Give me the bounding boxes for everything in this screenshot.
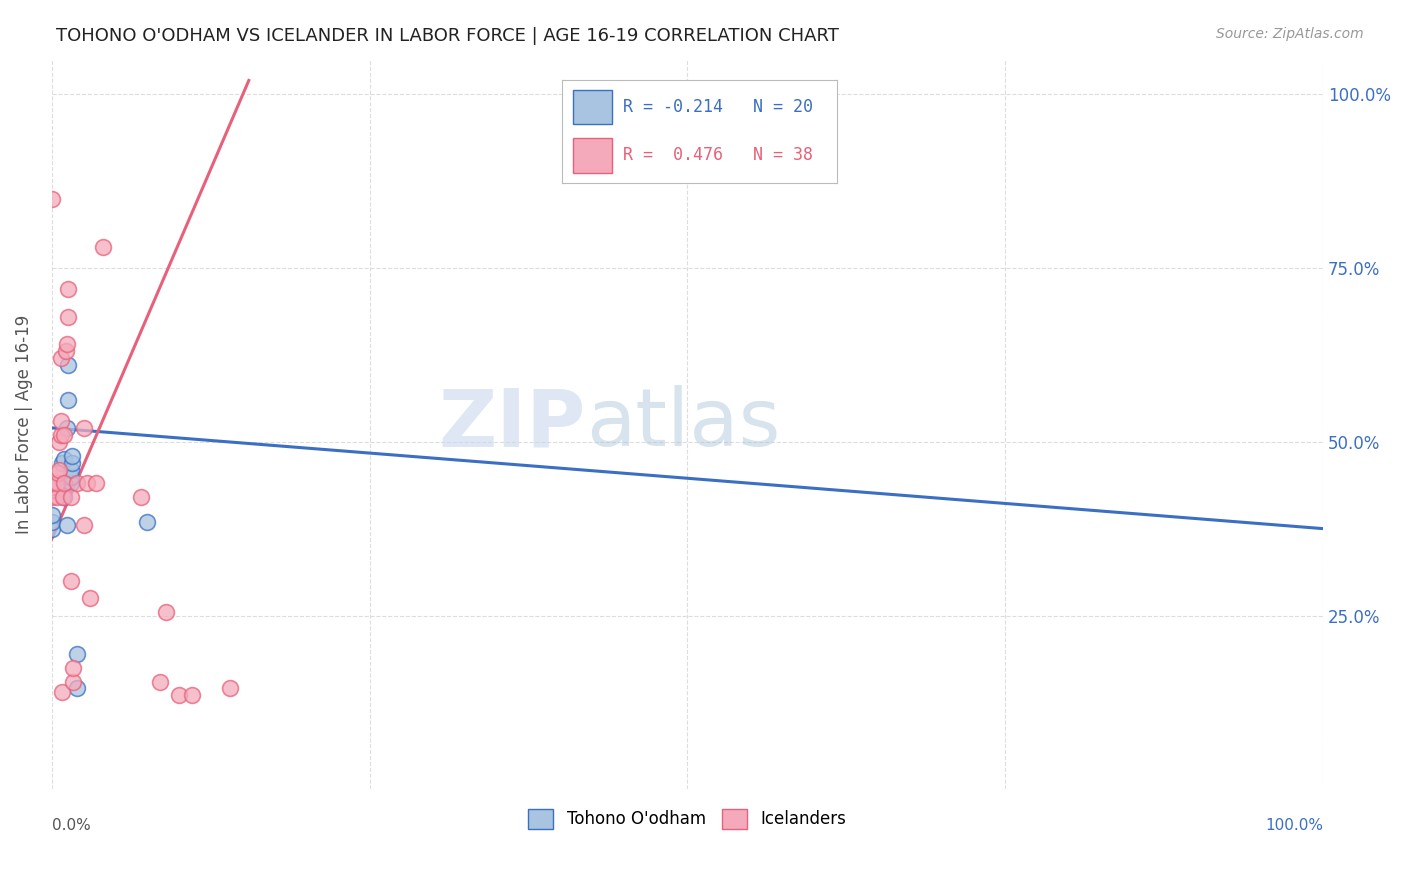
Point	[66, 476, 89, 491]
Point	[53, 452, 76, 467]
Point	[66, 681, 89, 696]
Text: ZIP: ZIP	[439, 385, 586, 464]
Text: R = -0.214   N = 20: R = -0.214 N = 20	[623, 98, 813, 116]
Point	[58, 282, 80, 296]
Point	[41, 522, 63, 536]
Legend: Tohono O'odham, Icelanders: Tohono O'odham, Icelanders	[522, 802, 853, 836]
Y-axis label: In Labor Force | Age 16-19: In Labor Force | Age 16-19	[15, 315, 32, 534]
Point	[49, 427, 72, 442]
Point	[72, 518, 94, 533]
Point	[41, 491, 63, 505]
Point	[56, 421, 79, 435]
Point	[58, 393, 80, 408]
Point	[41, 476, 63, 491]
Point	[84, 476, 107, 491]
Point	[41, 192, 63, 206]
Point	[62, 674, 84, 689]
Text: R =  0.476   N = 38: R = 0.476 N = 38	[623, 146, 813, 164]
Point	[58, 359, 80, 373]
Point	[52, 491, 75, 505]
Point	[45, 476, 67, 491]
Text: Source: ZipAtlas.com: Source: ZipAtlas.com	[1216, 27, 1364, 41]
Point	[59, 491, 82, 505]
Point	[58, 310, 80, 324]
Point	[53, 491, 76, 505]
Point	[218, 681, 240, 696]
Point	[48, 434, 70, 449]
Point	[49, 351, 72, 366]
Point	[136, 515, 159, 529]
Point	[60, 456, 83, 470]
Point	[60, 449, 83, 463]
Point	[53, 476, 76, 491]
Point	[59, 574, 82, 588]
Point	[46, 466, 69, 480]
Point	[180, 689, 202, 703]
Point	[56, 518, 79, 533]
Point	[53, 476, 76, 491]
Text: atlas: atlas	[586, 385, 780, 464]
Point	[48, 462, 70, 476]
Point	[41, 483, 63, 498]
Point	[66, 647, 89, 661]
Text: TOHONO O'ODHAM VS ICELANDER IN LABOR FORCE | AGE 16-19 CORRELATION CHART: TOHONO O'ODHAM VS ICELANDER IN LABOR FOR…	[56, 27, 839, 45]
Point	[149, 674, 172, 689]
Point	[76, 476, 98, 491]
Point	[55, 344, 77, 359]
Point	[41, 508, 63, 522]
Point	[91, 240, 114, 254]
Point	[79, 591, 101, 606]
Point	[59, 476, 82, 491]
Point	[72, 421, 94, 435]
Point	[49, 414, 72, 428]
Point	[46, 476, 69, 491]
Point	[59, 462, 82, 476]
Point	[45, 491, 67, 505]
Point	[41, 480, 63, 494]
Point	[62, 660, 84, 674]
Point	[59, 469, 82, 483]
Point	[167, 689, 190, 703]
Point	[53, 427, 76, 442]
Bar	[574, 137, 612, 173]
Point	[155, 605, 177, 619]
Text: 0.0%: 0.0%	[52, 818, 90, 833]
Point	[51, 685, 73, 699]
Bar	[574, 89, 612, 124]
Point	[51, 456, 73, 470]
Point	[56, 337, 79, 351]
Point	[41, 515, 63, 529]
Point	[129, 491, 152, 505]
Text: 100.0%: 100.0%	[1265, 818, 1323, 833]
